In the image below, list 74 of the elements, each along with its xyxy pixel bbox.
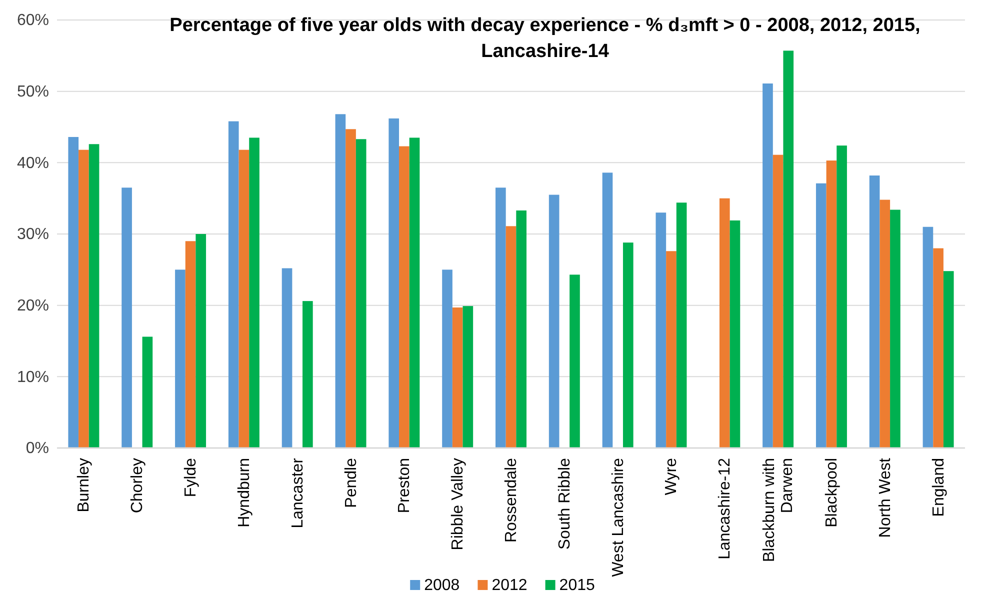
x-tick-label: England — [930, 458, 948, 517]
x-tick-label: Wyre — [663, 458, 680, 496]
x-tick-label: Lancaster — [289, 457, 306, 528]
y-tick-label: 10% — [16, 368, 49, 386]
y-tick-label: 60% — [16, 12, 49, 30]
bar — [302, 301, 313, 448]
bar — [88, 144, 100, 448]
bar — [442, 270, 452, 448]
bar — [836, 146, 847, 448]
bar — [196, 234, 206, 448]
legend-label: 2012 — [492, 577, 528, 594]
bar — [890, 210, 900, 448]
bar — [346, 129, 356, 448]
x-tick-label: Chorley — [129, 458, 146, 514]
bar — [602, 172, 613, 448]
legend-label: 2015 — [559, 577, 595, 594]
y-tick-label: 40% — [16, 154, 49, 172]
y-tick-label: 30% — [16, 226, 49, 244]
bar — [238, 150, 250, 448]
bar — [122, 188, 132, 448]
legend-label: 2008 — [424, 577, 460, 594]
bar — [869, 176, 880, 448]
x-tick-label: Blackpool — [823, 458, 840, 528]
bar — [676, 202, 687, 448]
y-tick-label: 50% — [16, 83, 49, 100]
bar — [185, 241, 196, 448]
x-tick-label: Burnley — [76, 458, 93, 512]
bar — [666, 251, 676, 448]
bar — [719, 198, 730, 448]
x-tick-label: Hyndburn — [236, 458, 253, 528]
bar — [570, 274, 580, 448]
bar — [933, 248, 944, 448]
bar — [762, 83, 773, 448]
bar — [730, 220, 740, 448]
chart-title: Percentage of five year olds with decay experience - % d₃mft > 0 - 2008, 2012, 2015, Lancashire-14 — [170, 15, 920, 62]
bar — [68, 136, 79, 448]
x-tick-label: Rossendale — [503, 458, 520, 542]
bar — [249, 138, 260, 448]
bar — [388, 118, 400, 448]
bar — [335, 114, 346, 448]
bar — [656, 212, 666, 448]
x-tick-label: Blackburn with Darwen — [761, 458, 796, 562]
bar — [516, 210, 526, 448]
bar — [228, 121, 239, 448]
x-tick-label: Preston — [396, 458, 414, 514]
x-tick-label: Pendle — [342, 458, 360, 508]
y-tick-label: 0% — [26, 440, 49, 458]
bar — [282, 268, 292, 448]
bar — [622, 242, 634, 448]
x-tick-label: South Ribble — [556, 458, 574, 550]
x-tick-label: North West — [876, 457, 894, 538]
bar — [548, 194, 560, 448]
y-tick-label: 20% — [16, 297, 49, 314]
bar — [78, 150, 89, 448]
bar — [772, 154, 784, 448]
bar — [783, 50, 794, 448]
bar — [943, 271, 954, 448]
bar — [462, 306, 474, 448]
x-tick-label: Lancashire-12 — [716, 458, 734, 560]
bar — [506, 226, 516, 448]
bar — [142, 336, 153, 448]
x-tick-label: Ribble Valley — [450, 458, 467, 550]
bar — [409, 138, 420, 448]
bar — [816, 183, 826, 448]
bar — [356, 139, 366, 448]
bar — [452, 307, 463, 448]
bar — [399, 146, 410, 448]
x-tick-label: Fylde — [182, 458, 200, 498]
x-tick-label: West Lancashire — [610, 458, 627, 577]
bar — [175, 270, 186, 448]
bar — [880, 200, 890, 448]
bar — [496, 188, 506, 448]
bar — [922, 226, 934, 448]
bar — [826, 160, 837, 448]
